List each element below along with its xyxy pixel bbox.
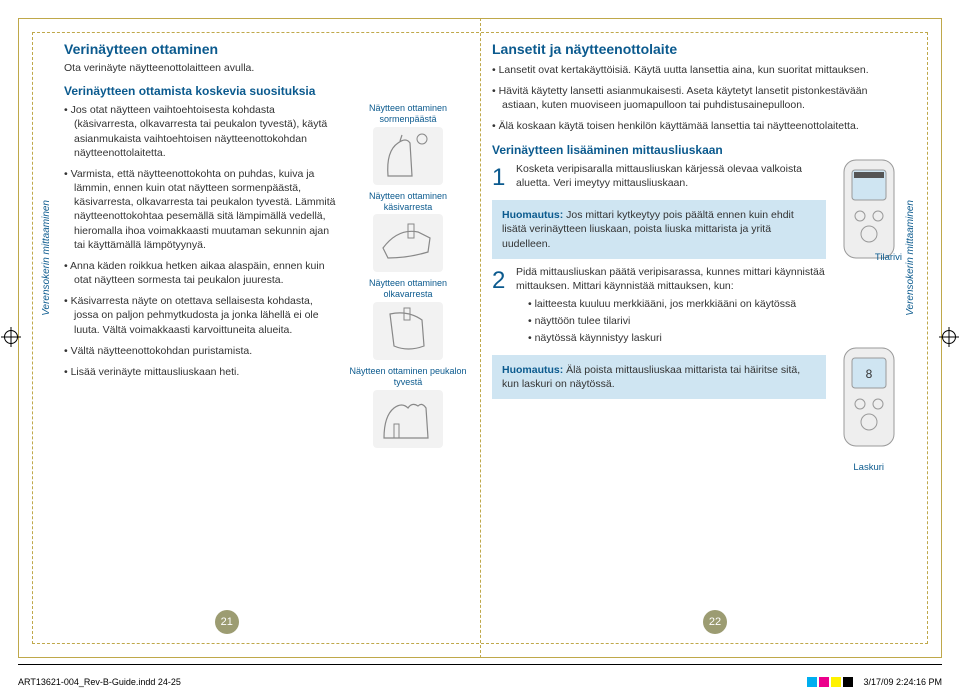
left-text-column: Jos otat näytteen vaihtoehtoisesta kohda… <box>64 103 338 447</box>
upperarm-illustration <box>373 302 443 360</box>
step-body: Kosketa veripisaralla mittausliuskan kär… <box>516 162 826 194</box>
note-label: Huomautus: <box>502 209 563 221</box>
bullet: Varmista, että näytteenottokohta on puhd… <box>64 167 338 252</box>
bullet: Lisää verinäyte mittausliuskaan heti. <box>64 365 338 379</box>
right-bullets: Lansetit ovat kertakäyttöisiä. Käytä uut… <box>492 63 896 134</box>
figure: Näytteen ottaminen sormenpäästä <box>348 103 468 185</box>
figure-label: Näytteen ottaminen käsivarresta <box>348 191 468 213</box>
page-number-left: 21 <box>215 610 239 634</box>
sub-bullet: näyttöön tulee tilarivi <box>528 314 826 328</box>
right-title: Lansetit ja näytteenottolaite <box>492 40 896 59</box>
step-number: 1 <box>492 162 510 194</box>
left-subheading: Verinäytteen ottamista koskevia suosituk… <box>64 83 468 99</box>
steps-area: 1 Kosketa veripisaralla mittausliuskan k… <box>492 162 896 399</box>
figure: Näytteen ottaminen käsivarresta <box>348 191 468 273</box>
figure: Näytteen ottaminen peukalon tyvestä <box>348 366 468 448</box>
page-spread: Verensokerin mittaaminen Verinäytteen ot… <box>46 40 914 628</box>
step-1: 1 Kosketa veripisaralla mittausliuskan k… <box>492 162 826 194</box>
note-box-2: Huomautus: Älä poista mittausliuskaa mit… <box>492 355 826 399</box>
sub-bullet: laitteesta kuuluu merkkiääni, jos merkki… <box>528 297 826 311</box>
device-label-laskuri: Laskuri <box>853 462 884 475</box>
side-tab-right: Verensokerin mittaaminen <box>904 200 920 316</box>
step-number: 2 <box>492 265 510 349</box>
cmyk-swatches <box>807 677 853 687</box>
bullet: Älä koskaan käytä toisen henkilön käyttä… <box>492 119 896 133</box>
note-label: Huomautus: <box>502 364 563 376</box>
figure: Näytteen ottaminen olkavarresta <box>348 278 468 360</box>
fingertip-illustration <box>373 127 443 185</box>
bullet: Käsivarresta näyte on otettava sellaises… <box>64 294 338 337</box>
swatch-black <box>843 677 853 687</box>
figure-label: Näytteen ottaminen sormenpäästä <box>348 103 468 125</box>
device-label-tilarivi: Tilarivi <box>875 252 902 265</box>
page-right: Verensokerin mittaaminen Lansetit ja näy… <box>492 40 914 628</box>
bullet: Lansetit ovat kertakäyttöisiä. Käytä uut… <box>492 63 896 77</box>
step-2: 2 Pidä mittausliuskan päätä veripisarass… <box>492 265 826 349</box>
bullet: Hävitä käytetty lansetti asianmukaisesti… <box>492 84 896 112</box>
swatch-magenta <box>819 677 829 687</box>
sub-bullet: näytössä käynnistyy laskuri <box>528 331 826 345</box>
device-illustration-2: 8 <box>838 342 900 456</box>
registration-mark-left <box>4 330 18 344</box>
registration-mark-right <box>942 330 956 344</box>
forearm-illustration <box>373 214 443 272</box>
page-left: Verensokerin mittaaminen Verinäytteen ot… <box>46 40 468 628</box>
footer-file: ART13621-004_Rev-B-Guide.indd 24-25 <box>18 677 181 687</box>
left-columns: Jos otat näytteen vaihtoehtoisesta kohda… <box>64 103 468 447</box>
bullet: Anna käden roikkua hetken aikaa alaspäin… <box>64 259 338 287</box>
left-title: Verinäytteen ottaminen <box>64 40 468 59</box>
step-body: Pidä mittausliuskan päätä veripisarassa,… <box>516 265 826 349</box>
bullet: Jos otat näytteen vaihtoehtoisesta kohda… <box>64 103 338 160</box>
svg-text:8: 8 <box>866 367 873 381</box>
right-subtitle: Verinäytteen lisääminen mittausliuskaan <box>492 142 896 158</box>
page-number-right: 22 <box>703 610 727 634</box>
bullet: Vältä näytteenottokohdan puristamista. <box>64 344 338 358</box>
left-intro: Ota verinäyte näytteenottolaitteen avull… <box>64 61 468 75</box>
note-box-1: Huomautus: Jos mittari kytkeytyy pois pä… <box>492 200 826 259</box>
side-tab-left: Verensokerin mittaaminen <box>40 200 56 316</box>
swatch-cyan <box>807 677 817 687</box>
footer-timestamp: 3/17/09 2:24:16 PM <box>863 677 942 687</box>
step2-lead: Pidä mittausliuskan päätä veripisarassa,… <box>516 266 825 292</box>
figure-label: Näytteen ottaminen peukalon tyvestä <box>348 366 468 388</box>
footer-bar: ART13621-004_Rev-B-Guide.indd 24-25 3/17… <box>18 664 942 692</box>
thumb-base-illustration <box>373 390 443 448</box>
step2-subbullets: laitteesta kuuluu merkkiääni, jos merkki… <box>516 297 826 346</box>
figure-label: Näytteen ottaminen olkavarresta <box>348 278 468 300</box>
left-figures-column: Näytteen ottaminen sormenpäästä Näytteen… <box>348 103 468 447</box>
left-bullets: Jos otat näytteen vaihtoehtoisesta kohda… <box>64 103 338 379</box>
swatch-yellow <box>831 677 841 687</box>
